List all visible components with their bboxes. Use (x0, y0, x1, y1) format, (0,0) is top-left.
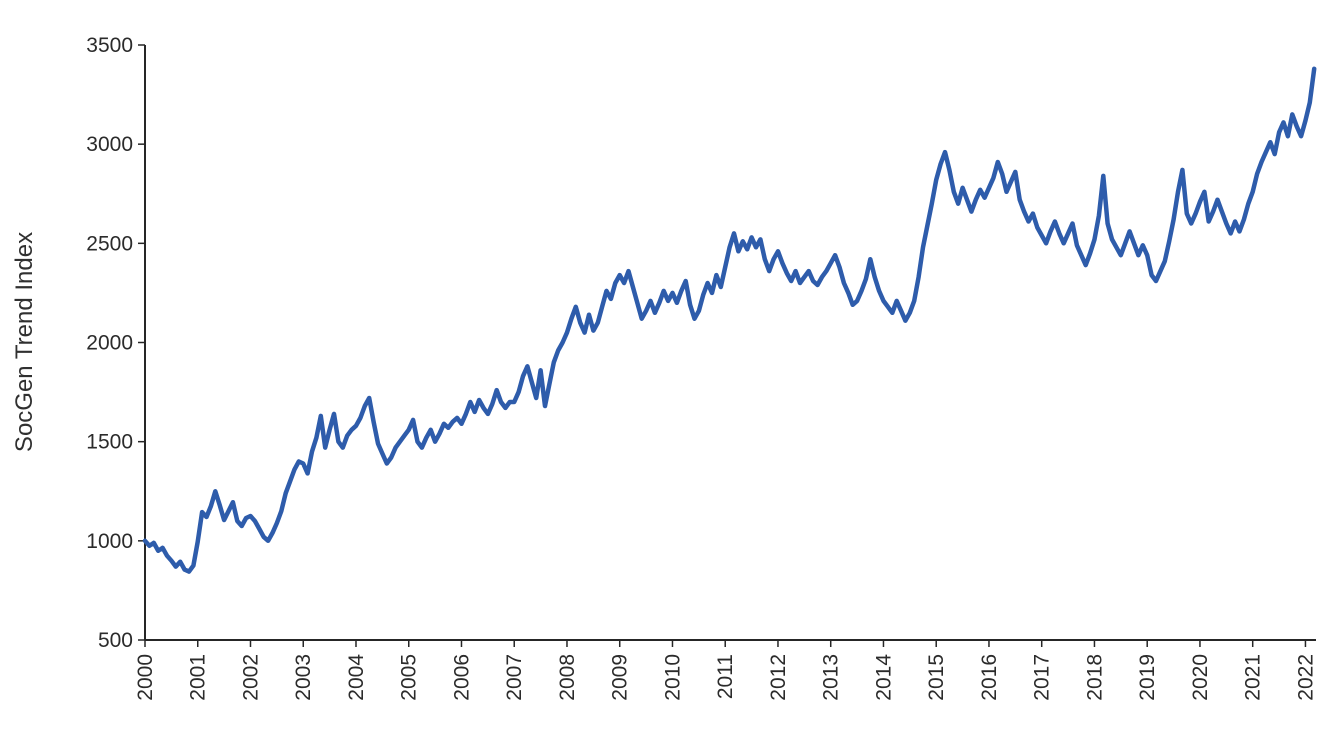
x-tick-label: 2002 (239, 654, 262, 701)
x-tick-label: 2018 (1083, 654, 1106, 701)
y-tick-label: 1500 (86, 431, 133, 454)
x-tick-label: 2006 (450, 654, 473, 701)
x-tick-label: 2010 (661, 654, 684, 701)
x-tick-label: 2020 (1189, 654, 1212, 701)
x-tick-label: 2007 (503, 654, 526, 701)
y-tick-label: 3000 (86, 133, 133, 156)
x-tick-label: 2005 (398, 654, 421, 701)
x-tick-label: 2011 (714, 654, 737, 699)
x-tick-label: 2019 (1136, 654, 1159, 701)
x-tick-label: 2021 (1242, 654, 1265, 701)
y-tick-label: 2500 (86, 232, 133, 255)
y-tick-label: 2000 (86, 332, 133, 355)
x-tick-label: 2013 (820, 654, 843, 701)
x-tick-label: 2001 (187, 654, 210, 701)
y-tick-label: 500 (98, 629, 133, 652)
x-tick-label: 2000 (134, 654, 157, 701)
x-tick-label: 2009 (609, 654, 632, 701)
x-tick-label: 2015 (925, 654, 948, 701)
x-tick-label: 2012 (767, 654, 790, 701)
x-tick-label: 2004 (345, 654, 368, 701)
y-tick-label: 3500 (86, 34, 133, 57)
y-axis-title: SocGen Trend Index (11, 232, 38, 452)
trend-index-line-series (142, 66, 1317, 574)
x-tick-label: 2022 (1294, 654, 1317, 701)
x-tick-label: 2016 (978, 654, 1001, 701)
x-tick-label: 2003 (292, 654, 315, 701)
y-tick-label: 1000 (86, 530, 133, 553)
x-tick-label: 2008 (556, 654, 579, 701)
x-tick-label: 2014 (872, 654, 895, 701)
x-tick-label: 2017 (1031, 654, 1054, 701)
